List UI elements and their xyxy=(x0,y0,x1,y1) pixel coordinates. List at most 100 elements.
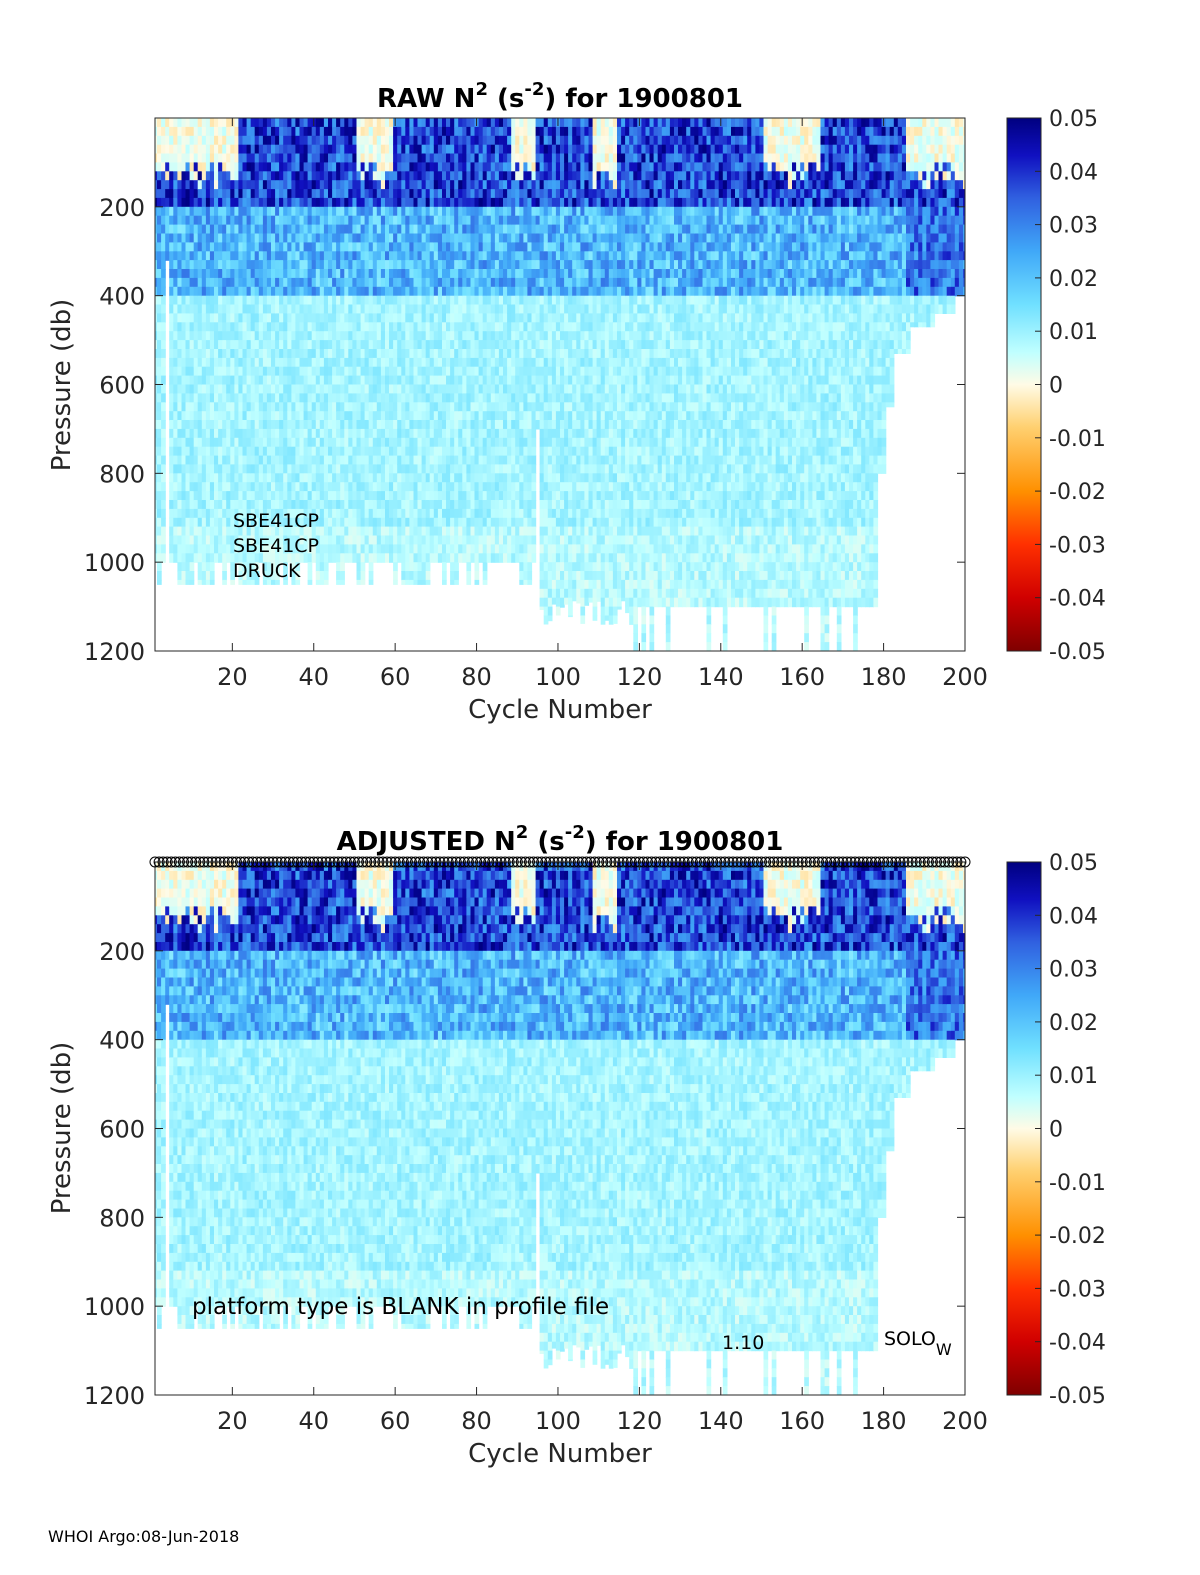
heatmap-cell xyxy=(209,135,215,146)
heatmap-cell xyxy=(543,357,549,368)
heatmap-cell xyxy=(283,153,288,163)
heatmap-cell xyxy=(543,144,549,155)
heatmap-cell xyxy=(482,455,488,466)
heatmap-cell xyxy=(368,286,374,297)
heatmap-cell xyxy=(189,420,195,430)
heatmap-cell xyxy=(397,295,402,306)
heatmap-cell xyxy=(397,286,402,297)
heatmap-cell xyxy=(209,118,215,128)
heatmap-cell xyxy=(155,402,158,412)
heatmap-cell xyxy=(535,233,541,243)
heatmap-cell xyxy=(336,384,341,394)
heatmap-cell xyxy=(328,349,333,359)
heatmap-cell xyxy=(458,144,463,155)
heatmap-cell xyxy=(368,526,374,537)
heatmap-cell xyxy=(470,428,476,439)
heatmap-cell xyxy=(197,197,203,208)
heatmap-cell xyxy=(295,197,301,208)
heatmap-cell xyxy=(425,571,431,581)
heatmap-cell xyxy=(271,197,276,208)
heatmap-cell xyxy=(291,402,297,412)
heatmap-cell xyxy=(307,384,313,394)
heatmap-cell xyxy=(364,482,370,492)
heatmap-cell xyxy=(486,517,492,528)
heatmap-cell xyxy=(319,473,325,483)
heatmap-cell xyxy=(454,215,459,226)
heatmap-cell xyxy=(336,482,341,492)
heatmap-cell xyxy=(319,340,325,350)
heatmap-cell xyxy=(311,304,317,314)
heatmap-cell xyxy=(409,544,415,554)
heatmap-cell xyxy=(450,180,455,190)
heatmap-cell xyxy=(201,118,207,128)
heatmap-cell xyxy=(177,366,183,377)
heatmap-cell xyxy=(539,446,545,457)
heatmap-cell xyxy=(433,118,439,128)
heatmap-cell xyxy=(230,517,235,528)
heatmap-cell xyxy=(279,331,284,341)
heatmap-cell xyxy=(401,491,406,501)
heatmap-cell xyxy=(442,286,447,297)
heatmap-cell xyxy=(360,428,366,439)
heatmap-cell xyxy=(262,313,268,323)
heatmap-cell xyxy=(389,189,394,199)
heatmap-cell xyxy=(315,482,321,492)
heatmap-cell xyxy=(271,349,276,359)
heatmap-cell xyxy=(519,126,524,137)
heatmap-cell xyxy=(360,242,366,252)
heatmap-cell xyxy=(197,277,203,288)
heatmap-cell xyxy=(275,464,280,474)
heatmap-cell xyxy=(498,135,504,146)
heatmap-cell xyxy=(205,571,211,581)
heatmap-cell xyxy=(238,562,244,572)
heatmap-cell xyxy=(173,215,178,226)
heatmap-cell xyxy=(214,384,219,394)
heatmap-cell xyxy=(401,269,406,279)
heatmap-cell xyxy=(165,224,170,235)
heatmap-cell xyxy=(397,340,402,350)
heatmap-cell xyxy=(458,428,463,439)
heatmap-cell xyxy=(486,508,492,519)
heatmap-cell xyxy=(279,153,284,163)
heatmap-cell xyxy=(393,491,398,501)
heatmap-cell xyxy=(189,180,195,190)
heatmap-cell xyxy=(523,357,529,368)
heatmap-cell xyxy=(169,171,174,181)
heatmap-cell xyxy=(214,162,219,172)
heatmap-cell xyxy=(323,251,329,261)
heatmap-cell xyxy=(222,277,227,288)
heatmap-cell xyxy=(380,375,386,386)
heatmap-cell xyxy=(437,180,443,190)
heatmap-cell xyxy=(503,162,508,172)
heatmap-cell xyxy=(356,180,362,190)
heatmap-cell xyxy=(466,500,472,510)
heatmap-cell xyxy=(421,322,427,332)
heatmap-cell xyxy=(507,544,512,554)
heatmap-cell xyxy=(323,562,329,572)
heatmap-cell xyxy=(482,197,488,208)
heatmap-cell xyxy=(474,526,480,537)
heatmap-cell xyxy=(470,153,476,163)
heatmap-cell xyxy=(450,224,455,235)
heatmap-cell xyxy=(344,553,349,563)
heatmap-cell xyxy=(429,517,435,528)
heatmap-cell xyxy=(417,126,423,137)
heatmap-cell xyxy=(421,411,427,421)
heatmap-cell xyxy=(226,180,231,190)
heatmap-cell xyxy=(503,473,508,483)
heatmap-cell xyxy=(218,322,223,332)
heatmap-cell xyxy=(535,340,541,350)
heatmap-cell xyxy=(291,455,297,466)
heatmap-cell xyxy=(295,420,301,430)
heatmap-cell xyxy=(299,402,305,412)
heatmap-cell xyxy=(279,446,284,457)
heatmap-cell xyxy=(498,197,504,208)
heatmap-cell xyxy=(417,366,423,377)
heatmap-cell xyxy=(494,215,500,226)
heatmap-cell xyxy=(454,313,459,323)
heatmap-cell xyxy=(155,535,158,545)
heatmap-cell xyxy=(157,215,162,226)
heatmap-cell xyxy=(332,135,337,146)
heatmap-cell xyxy=(250,126,256,137)
heatmap-cell xyxy=(397,517,402,528)
